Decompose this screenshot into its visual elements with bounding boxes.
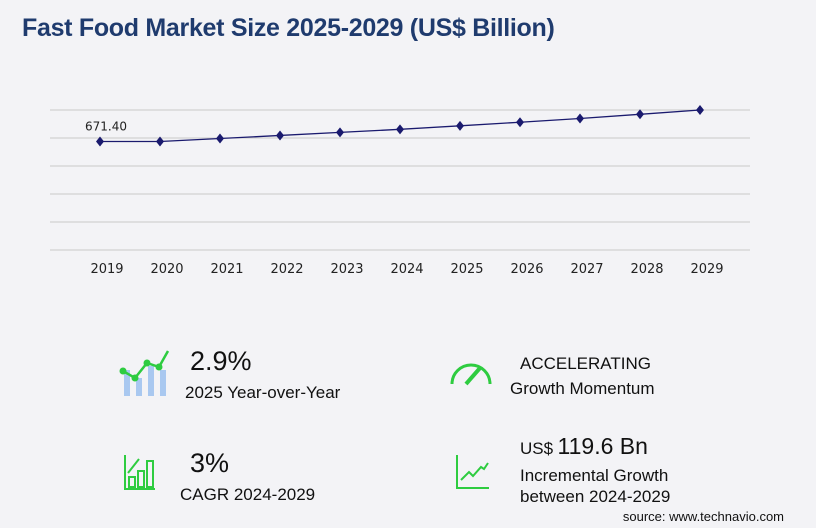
page-title: Fast Food Market Size 2025-2029 (US$ Bil… <box>22 14 555 42</box>
data-point-2023 <box>336 127 344 138</box>
x-tick-label: 2020 <box>150 262 183 277</box>
incremental-amount: 119.6 Bn <box>557 433 648 459</box>
x-tick-label: 2024 <box>390 262 423 277</box>
currency-prefix: US$ <box>520 439 554 458</box>
cagr-label: CAGR 2024-2029 <box>180 485 316 504</box>
source-credit: source: www.technavio.com <box>622 509 784 524</box>
incremental-label-1: Incremental Growth <box>520 466 669 485</box>
incremental-value: US$ 119.6 Bn <box>520 433 648 460</box>
x-tick-label: 2029 <box>690 262 723 277</box>
data-point-2025 <box>456 120 464 131</box>
x-tick-label: 2026 <box>510 262 543 277</box>
data-point-2021 <box>216 133 224 144</box>
data-point-2022 <box>276 130 284 141</box>
data-point-2019 <box>96 136 104 147</box>
speedometer-icon <box>450 363 492 386</box>
x-tick-label: 2022 <box>270 262 303 277</box>
data-point-2027 <box>576 113 584 124</box>
incremental-label-2: between 2024-2029 <box>520 487 671 506</box>
data-point-2026 <box>516 117 524 128</box>
growth-chart-icon <box>119 350 170 396</box>
data-point-2028 <box>636 109 644 120</box>
line-chart: 2019 671.40 2020 2021 2022 2023 2024 2025 2026 20… <box>50 105 750 277</box>
momentum-value: ACCELERATING <box>520 354 651 373</box>
x-tick-label: 2027 <box>570 262 603 277</box>
x-tick-label: 2021 <box>210 262 243 277</box>
data-point-2020 <box>156 136 164 147</box>
bar-growth-icon <box>124 455 155 490</box>
yoy-value: 2.9% <box>190 346 252 376</box>
momentum-label: Growth Momentum <box>510 379 655 398</box>
data-point-2024 <box>396 124 404 135</box>
cagr-value: 3% <box>190 448 230 478</box>
x-tick-label: 2023 <box>330 262 363 277</box>
trend-line-icon <box>456 455 489 489</box>
data-point-2029 <box>696 105 704 115</box>
x-tick-label: 2028 <box>630 262 663 277</box>
yoy-label: 2025 Year-over-Year <box>185 383 341 402</box>
x-tick-label: 2025 <box>450 262 483 277</box>
x-tick-label: 2019 <box>90 262 123 277</box>
data-label: 671.40 <box>85 120 127 134</box>
